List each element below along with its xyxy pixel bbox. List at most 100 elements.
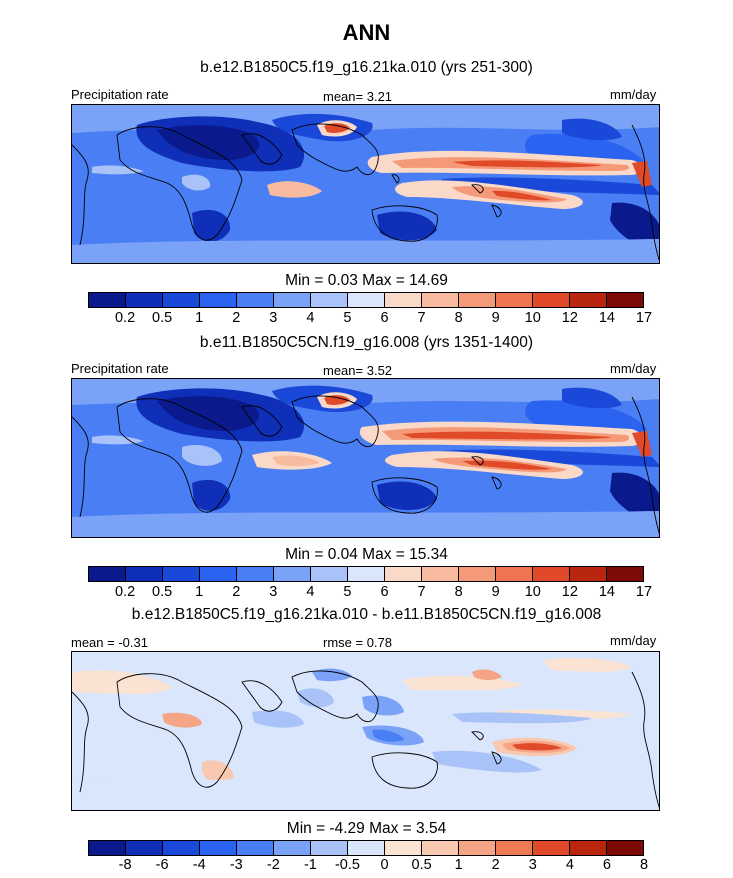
contour-band: [92, 165, 144, 175]
colorbar-swatch: [348, 841, 385, 855]
contour-band: [72, 511, 659, 537]
panel-mean-label-top: mean= 3.21: [323, 89, 393, 104]
colorbar-swatch: [274, 567, 311, 581]
contour-band: [297, 688, 334, 708]
colorbar-swatch: [496, 567, 533, 581]
contour-band: [462, 460, 552, 470]
colorbar-swatch: [200, 567, 237, 581]
colorbar-swatch: [422, 567, 459, 581]
contour-band: [162, 712, 202, 728]
coastlines: [72, 670, 659, 808]
colorbar-swatch: [533, 841, 570, 855]
colorbar-swatch: [163, 841, 200, 855]
panel-left-label-middle: Precipitation rate: [71, 361, 169, 376]
contour-band: [272, 455, 320, 467]
contour-band: [182, 444, 222, 466]
colorbar-swatch: [422, 293, 459, 307]
colorbar-bottom: [88, 840, 644, 856]
contour-band: [452, 712, 592, 724]
colorbar-tick-label: 10: [524, 310, 541, 326]
precip-field-middle: [72, 379, 659, 537]
colorbar-swatch: [533, 293, 570, 307]
colorbar-swatch: [459, 841, 496, 855]
colorbar-tick-label: 10: [524, 584, 541, 600]
colorbar-swatch: [237, 293, 274, 307]
colorbar-swatch: [311, 841, 348, 855]
precip-map-top: [71, 104, 660, 264]
figure-title: ANN: [342, 20, 391, 45]
colorbar-tick-label: 1: [195, 310, 204, 326]
colorbar-tick-label: -0.5: [334, 857, 360, 873]
colorbar-tick-label: 0.5: [411, 857, 432, 873]
panel-stats-middle: Min = 0.04 Max = 15.34: [285, 546, 448, 563]
contour-band: [192, 209, 231, 242]
contour-band: [377, 211, 437, 241]
colorbar-swatch: [422, 841, 459, 855]
colorbar-middle: [88, 566, 644, 582]
contour-band: [542, 658, 632, 672]
colorbar-tick-label: 8: [454, 310, 463, 326]
colorbar-swatch: [200, 293, 237, 307]
colorbar-tick-label: 4: [306, 310, 315, 326]
colorbar-tick-label: 9: [491, 584, 500, 600]
colorbar-swatch: [126, 567, 163, 581]
contour-band: [377, 481, 437, 511]
colorbar-swatch: [496, 841, 533, 855]
colorbar-tick-label: 14: [598, 310, 615, 326]
colorbar-tick-label: 17: [635, 584, 653, 600]
coastlines: [72, 395, 659, 535]
colorbar-ticks-bottom: -8 -6 -4 -3 -2 -1 -0.5 0 0.5 1 2 3 4 6 8: [88, 857, 648, 875]
colorbar-swatch: [385, 293, 422, 307]
panel-title-top: b.e12.B1850C5.f19_g16.21ka.010 (yrs 251-…: [200, 59, 533, 76]
contour-band: [192, 479, 231, 511]
colorbar-tick-label: 6: [602, 857, 611, 873]
colorbar-tick-label: 8: [639, 857, 649, 873]
colorbar-tick-label: 14: [598, 584, 615, 600]
panel-mean-label-middle: mean= 3.52: [323, 363, 393, 378]
panel-units-label-middle: mm/day: [610, 361, 657, 376]
diff-field-bottom: [72, 652, 659, 810]
colorbar-swatch: [89, 293, 126, 307]
contour-band: [92, 435, 144, 445]
colorbar-tick-label: 5: [343, 310, 352, 326]
contour-band: [632, 161, 652, 187]
colorbar-tick-label: -1: [303, 857, 317, 873]
colorbar-tick-label: 8: [454, 584, 463, 600]
colorbar-swatch: [570, 293, 607, 307]
contour-band: [202, 760, 234, 784]
panel-units-label-bottom: mm/day: [610, 633, 657, 648]
colorbar-swatch: [126, 841, 163, 855]
panel-title-bottom: b.e12.B1850C5.f19_g16.21ka.010 - b.e11.B…: [131, 606, 602, 623]
contour-band: [492, 190, 552, 201]
contour-band: [324, 123, 350, 133]
colorbar-tick-label: 4: [306, 584, 315, 600]
colorbar-top: [88, 292, 644, 308]
precip-map-middle: [71, 378, 660, 538]
contour-band: [362, 695, 404, 716]
panel-units-label-top: mm/day: [610, 87, 657, 102]
panel-stats-bottom: Min = -4.29 Max = 3.54: [286, 820, 447, 837]
colorbar-tick-label: 17: [635, 310, 653, 326]
contour-band: [72, 779, 659, 810]
contour-band: [324, 395, 350, 405]
panel-rmse-label-bottom: rmse = 0.78: [323, 635, 393, 650]
diff-map-bottom: [71, 651, 660, 811]
contour-band: [252, 710, 304, 728]
colorbar-tick-label: -6: [155, 857, 169, 873]
colorbar-swatch: [237, 567, 274, 581]
colorbar-swatch: [89, 567, 126, 581]
colorbar-swatch: [607, 293, 643, 307]
colorbar-tick-label: 1: [454, 857, 463, 873]
colorbar-tick-label: 6: [380, 310, 389, 326]
colorbar-tick-label: -4: [192, 857, 206, 873]
colorbar-tick-label: 0.2: [114, 584, 136, 600]
colorbar-swatch: [163, 567, 200, 581]
panel-left-label-top: Precipitation rate: [71, 87, 169, 102]
colorbar-tick-label: 0: [380, 857, 389, 873]
contour-band: [267, 181, 322, 198]
contour-band: [452, 160, 602, 168]
colorbar-swatch: [348, 293, 385, 307]
contour-band: [512, 743, 562, 751]
colorbar-tick-label: 0.5: [152, 310, 173, 326]
contour-band: [72, 239, 659, 263]
